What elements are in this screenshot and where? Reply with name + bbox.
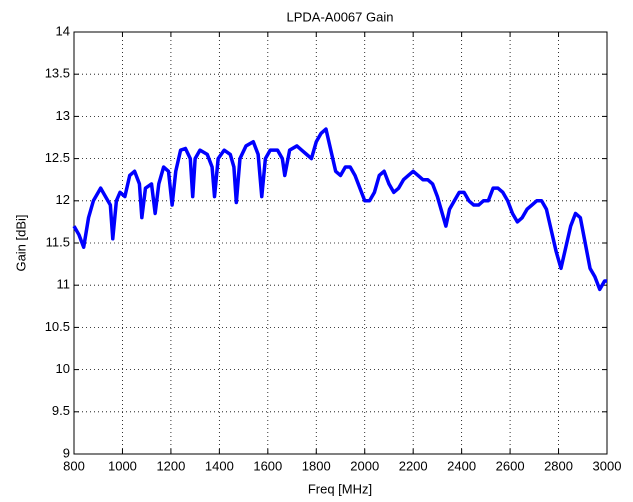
plot-frame [73, 31, 608, 455]
x-axis-label: Freq [MHz] [308, 481, 372, 496]
y-tick-label: 9.5 [52, 403, 70, 418]
x-tick-label: 800 [63, 458, 85, 473]
chart-title: LPDA-A0067 Gain [287, 9, 394, 24]
y-tick-label: 10.5 [45, 319, 70, 334]
y-tick-label: 13.5 [45, 66, 70, 81]
x-tick-label: 1400 [205, 458, 234, 473]
x-tick-label: 1200 [156, 458, 185, 473]
y-tick-label: 10 [56, 361, 70, 376]
y-tick-label: 11 [57, 277, 71, 292]
y-tick-label: 12 [56, 192, 70, 207]
y-tick-label: 12.5 [45, 150, 70, 165]
y-tick-label: 14 [56, 23, 70, 38]
y-axis-label: Gain [dBi] [13, 214, 28, 271]
x-tick-label: 1600 [253, 458, 282, 473]
x-tick-label: 3000 [593, 458, 622, 473]
x-tick-label: 2600 [496, 458, 525, 473]
x-tick-label: 2000 [350, 458, 379, 473]
data-line [72, 127, 607, 292]
x-tick-label: 2800 [544, 458, 573, 473]
y-tick-label: 11.5 [46, 234, 70, 249]
y-tick-label: 9 [63, 445, 70, 460]
x-tick-label: 1000 [108, 458, 137, 473]
x-tick-label: 2200 [399, 458, 428, 473]
x-tick-label: 2400 [447, 458, 476, 473]
y-tick-label: 13 [56, 108, 70, 123]
x-tick-label: 1800 [302, 458, 331, 473]
